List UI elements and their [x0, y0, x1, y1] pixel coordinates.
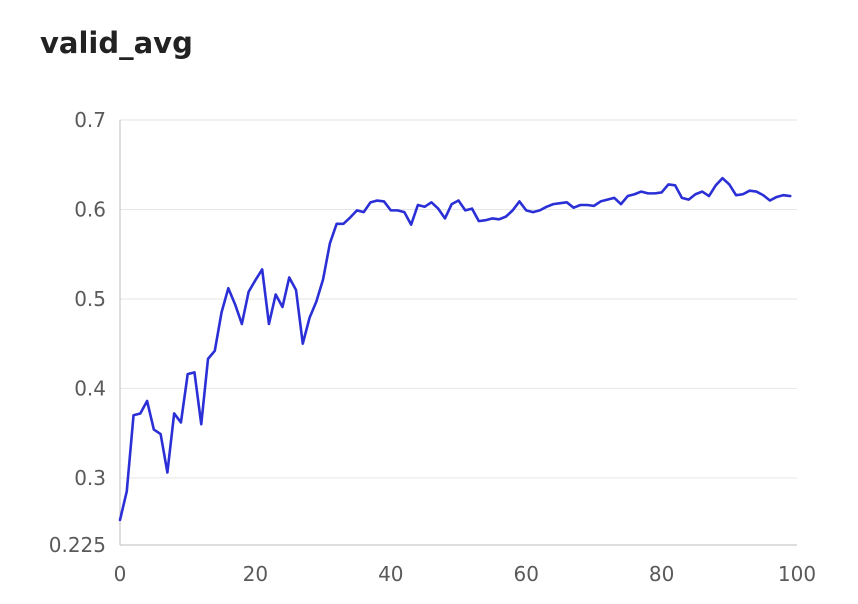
series-layer	[118, 176, 792, 522]
x-tick-label: 100	[778, 562, 816, 586]
x-tick-label: 80	[649, 562, 674, 586]
grid-layer	[120, 119, 797, 479]
chart-title: valid_avg	[40, 26, 193, 60]
x-tick-label: 60	[513, 562, 538, 586]
tick-labels: 0.225 0.3 0.4 0.5 0.6 0.7 0 20 40 60 80 100	[49, 108, 816, 586]
y-tick-label: 0.7	[74, 108, 106, 132]
x-tick-label: 20	[243, 562, 268, 586]
y-tick-label: 0.225	[49, 533, 106, 557]
y-tick-label: 0.3	[74, 466, 106, 490]
x-tick-label: 40	[378, 562, 403, 586]
y-tick-label: 0.5	[74, 287, 106, 311]
axis-layer	[119, 120, 797, 546]
y-tick-label: 0.4	[74, 376, 106, 400]
y-tick-label: 0.6	[74, 197, 106, 221]
x-tick-label: 0	[114, 562, 127, 586]
series-line	[118, 176, 792, 522]
